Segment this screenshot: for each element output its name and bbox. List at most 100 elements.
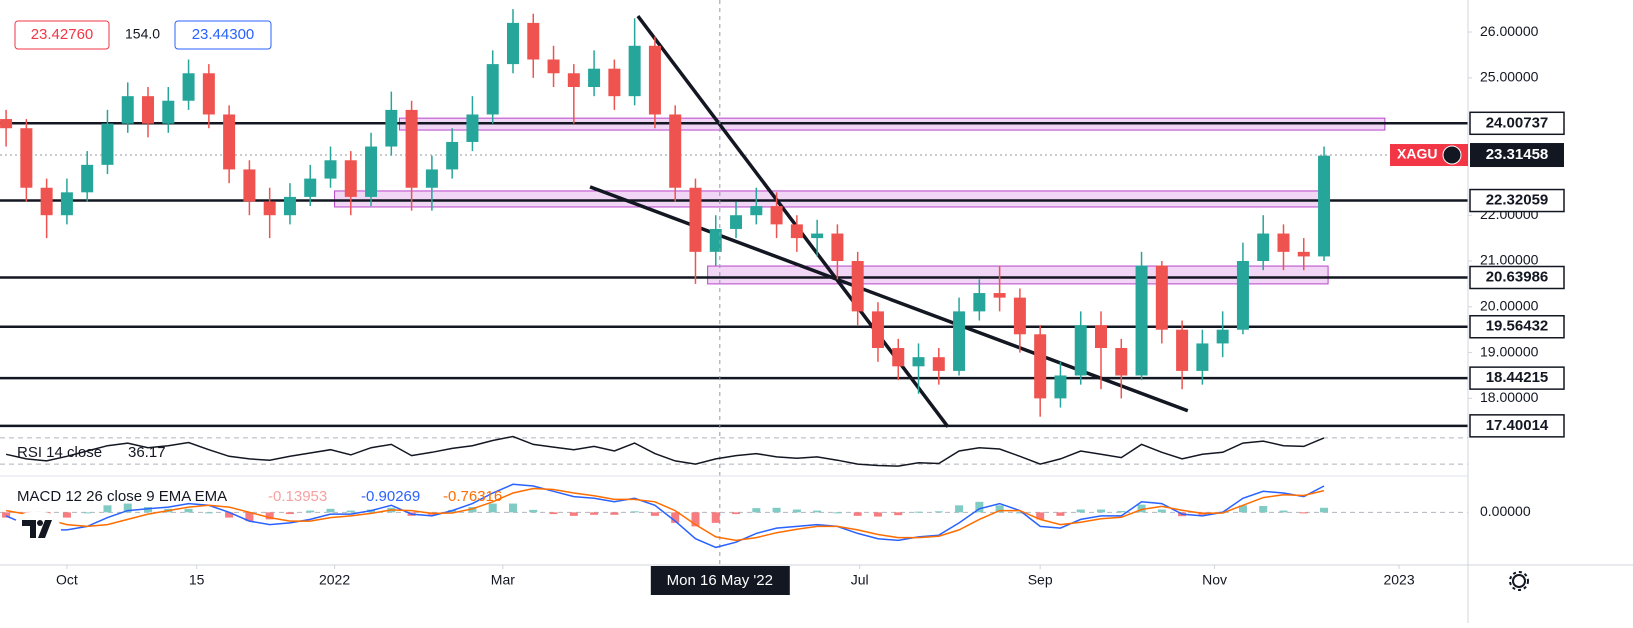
macd-histogram-bar (529, 509, 538, 513)
macd-histogram-bar (975, 501, 984, 513)
macd-histogram-bar (691, 512, 700, 527)
level-label: 24.00737 (1486, 114, 1549, 131)
macd-histogram-bar (346, 510, 355, 513)
candle-body (60, 192, 73, 216)
macd-histogram-bar (1056, 512, 1065, 516)
macd-histogram-bar (549, 512, 558, 515)
candle-body (1318, 155, 1331, 257)
macd-label[interactable]: MACD 12 26 close 9 EMA EMA (17, 488, 227, 505)
macd-histogram-bar (833, 512, 842, 514)
rsi-line (5, 435, 1325, 467)
candle-body (142, 96, 155, 124)
candle-body (892, 348, 905, 367)
spread: 154.0 (125, 26, 160, 42)
x-tick-label: 15 (189, 572, 205, 588)
macd-histogram-bar (1015, 512, 1024, 514)
candle-body (283, 196, 296, 216)
settings-button[interactable] (1509, 571, 1529, 591)
candle-body (1013, 297, 1026, 335)
candle-body (567, 73, 580, 88)
logo-dot[interactable] (37, 520, 43, 526)
candle-body (790, 224, 803, 239)
sell-box[interactable] (14, 20, 110, 50)
y-tick-label: 18.00000 (1480, 389, 1539, 405)
candle-body (527, 22, 540, 60)
level-label-box (1469, 188, 1565, 213)
macd-histogram-bar (468, 507, 477, 513)
candle-body (182, 73, 195, 101)
candle-body (669, 114, 682, 188)
level-label: 17.40014 (1486, 417, 1549, 434)
crosshair-label: Mon 16 May '22 (667, 572, 773, 589)
candle-body (628, 45, 641, 97)
level-label: 18.44215 (1486, 369, 1549, 386)
gear-teeth[interactable] (1509, 571, 1529, 591)
macd-histogram-bar (225, 512, 234, 518)
macd-histogram-bar (1137, 504, 1146, 513)
add-order-button[interactable] (1442, 145, 1462, 165)
signal-line (5, 487, 1325, 542)
last-price-label: 23.31458 (1486, 146, 1549, 163)
macd-histogram-bar (285, 512, 294, 515)
candle-body (811, 233, 824, 239)
macd-histogram-bar (590, 512, 599, 515)
gear-ring[interactable] (1512, 574, 1526, 588)
logo-mark[interactable] (22, 520, 52, 538)
candle-body (547, 59, 560, 74)
rsi-value: 36.17 (128, 444, 166, 461)
macd-histogram-bar (1076, 509, 1085, 513)
candle-body (831, 233, 844, 262)
level-label: 22.32059 (1486, 192, 1549, 209)
candle-body (851, 261, 864, 312)
tradingview-logo[interactable] (13, 512, 61, 548)
candle-body (770, 206, 783, 225)
candle-body (1135, 265, 1148, 376)
candle-body (486, 64, 499, 115)
logo-bg[interactable] (13, 512, 61, 548)
candle-body (1297, 251, 1310, 257)
macd-histogram-bar (1036, 512, 1045, 520)
macd-histogram-bar (1279, 510, 1288, 513)
x-tick-label: Sep (1028, 572, 1053, 588)
macd-histogram-bar (62, 512, 71, 518)
zone (707, 265, 1329, 285)
level-label-box (1469, 314, 1565, 339)
y-tick-label: 0.00000 (1480, 503, 1531, 519)
buy-price[interactable]: 23.44300 (192, 26, 255, 43)
macd-histogram-bar (1097, 509, 1105, 513)
candle-body (1034, 334, 1047, 399)
macd-histogram-bar (650, 512, 659, 516)
macd-histogram-bar (853, 512, 862, 516)
y-tick-label: 21.00000 (1480, 252, 1539, 268)
candle-body (365, 146, 378, 197)
macd-histogram-bar (671, 512, 680, 523)
macd-histogram-bar (1299, 512, 1308, 514)
buy-box[interactable] (174, 20, 272, 50)
macd-histogram-bar (934, 511, 943, 513)
level-label-box (1469, 111, 1565, 136)
level-label-box (1469, 414, 1565, 438)
rsi-label[interactable]: RSI 14 close (17, 444, 102, 461)
level-label-box (1469, 265, 1565, 290)
candle-body (750, 206, 763, 216)
macd-histogram-bar (955, 505, 964, 513)
macd-value: -0.90269 (361, 488, 420, 505)
candle-body (608, 68, 621, 97)
candle-body (1257, 233, 1270, 262)
macd-line (5, 483, 1325, 549)
candle-body (709, 228, 722, 252)
candle-body (1236, 261, 1249, 330)
y-tick-label: 19.00000 (1480, 343, 1539, 359)
candle-body (1176, 329, 1189, 371)
macd-histogram-bar (508, 503, 517, 513)
macd-histogram-bar (204, 512, 213, 514)
candle-body (263, 201, 276, 216)
macd-histogram-bar (265, 512, 274, 520)
sell-price[interactable]: 23.42760 (31, 26, 94, 43)
candle-body (1095, 325, 1107, 349)
macd-histogram-bar (306, 510, 315, 513)
macd-histogram-bar (569, 512, 578, 516)
candle-body (912, 357, 925, 367)
zone (334, 190, 1323, 208)
candle-body (648, 45, 661, 115)
